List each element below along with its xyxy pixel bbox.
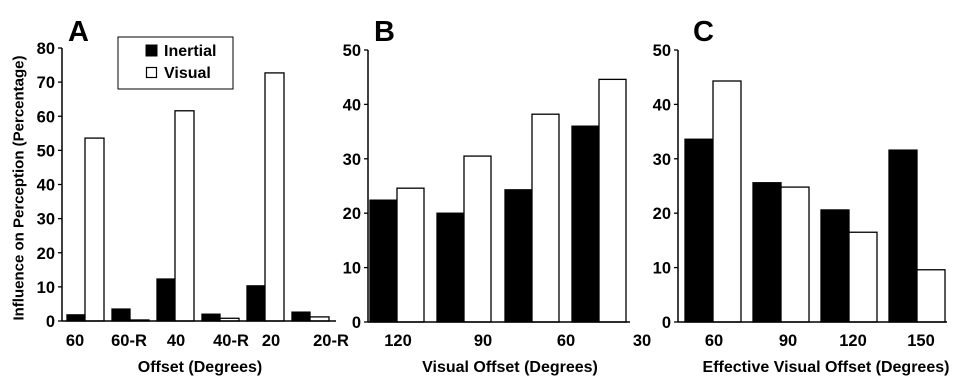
x-tick-label: 150	[907, 332, 935, 350]
x-tick-label: 30	[633, 332, 651, 350]
panel-c: 0 10 20 30 40 50 60 90 120 150 C Effective Visual…	[653, 16, 950, 376]
panel-letter: B	[374, 16, 395, 48]
y-tick-label: 30	[343, 151, 361, 169]
bars	[66, 72, 330, 322]
bar-inertial-120	[369, 199, 398, 323]
bar-visual-60	[531, 113, 560, 323]
bar-inertial-60	[684, 138, 714, 323]
bar-inertial-20	[246, 285, 266, 322]
y-tick-label: 30	[653, 151, 671, 169]
bar-visual-60	[84, 137, 105, 322]
y-tick-label: 0	[46, 313, 55, 331]
y-tick-label: 80	[37, 40, 55, 58]
plot-area: 0 10 20 30 40 50 120 90 60 30	[343, 42, 652, 350]
y-axis-title: Influence on Perception (Percentage)	[11, 55, 28, 320]
y-tick-label: 10	[653, 260, 671, 278]
legend: Inertial Visual	[117, 36, 234, 90]
x-tick-label: 90	[779, 332, 797, 350]
legend-swatch-inertial	[145, 44, 158, 57]
bar-inertial-60	[66, 314, 86, 322]
bar-inertial-40	[156, 278, 176, 322]
legend-label-visual: Visual	[164, 65, 211, 82]
panel-letter: A	[68, 16, 89, 48]
x-tick-label: 60-R	[111, 332, 147, 350]
plot-area: 0 10 20 30 40 50 60 70 80 60 60-R 40 40-R 20 20-R	[37, 40, 349, 350]
x-tick-label: 60	[705, 332, 723, 350]
bar-inertial-40-r	[201, 313, 221, 322]
y-tick-label: 20	[653, 205, 671, 223]
x-tick-label: 40	[167, 332, 185, 350]
bar-visual-90	[780, 186, 810, 323]
x-tick-label: 60	[557, 332, 575, 350]
axes: 0 10 20 30 40 50 120 90 60 30	[343, 42, 652, 350]
bar-visual-150	[916, 269, 946, 323]
y-tick-label: 20	[37, 245, 55, 263]
x-tick-label: 20	[262, 332, 280, 350]
bar-inertial-90	[436, 212, 465, 323]
x-tick-label: 120	[839, 332, 867, 350]
bar-visual-120	[396, 187, 425, 323]
bar-visual-20	[264, 72, 285, 322]
bar-inertial-60-r	[111, 308, 131, 322]
x-tick-label: 20-R	[313, 332, 349, 350]
bar-inertial-30	[571, 125, 600, 323]
y-tick-label: 0	[352, 314, 361, 332]
bar-inertial-90	[752, 182, 782, 323]
y-tick-label: 60	[37, 108, 55, 126]
y-tick-label: 50	[653, 42, 671, 60]
bar-inertial-20-r	[291, 311, 311, 322]
y-tick-label: 0	[662, 314, 671, 332]
panel-letter: C	[693, 16, 714, 48]
y-tick-label: 10	[343, 260, 361, 278]
y-tick-label: 30	[37, 211, 55, 229]
axes: 0 10 20 30 40 50 60 90 120 150	[653, 42, 947, 350]
x-axis-title: Offset (Degrees)	[138, 359, 262, 376]
bars	[684, 80, 946, 323]
x-tick-label: 40-R	[213, 332, 249, 350]
panel-a: 0 10 20 30 40 50 60 70 80 60 60-R 40 40-R 20 20-R A In…	[11, 16, 349, 376]
bar-visual-120	[848, 231, 878, 323]
axes: 0 10 20 30 40 50 60 70 80 60 60-R 40 40-R 20 20-R	[37, 40, 349, 350]
y-tick-label: 40	[343, 96, 361, 114]
panel-b: 0 10 20 30 40 50 120 90 60 30 B Visual Offset (De…	[343, 16, 652, 376]
y-tick-label: 50	[37, 142, 55, 160]
x-tick-label: 60	[66, 332, 84, 350]
bar-inertial-120	[820, 209, 850, 323]
x-axis-title: Effective Visual Offset (Degrees)	[703, 359, 950, 376]
y-tick-label: 50	[343, 42, 361, 60]
bar-visual-90	[463, 155, 492, 323]
x-axis-title: Visual Offset (Degrees)	[422, 359, 598, 376]
bar-inertial-60	[504, 189, 533, 323]
legend-box	[117, 36, 234, 90]
y-tick-label: 70	[37, 74, 55, 92]
bar-visual-30	[598, 78, 627, 323]
plot-area: 0 10 20 30 40 50 60 90 120 150	[653, 42, 947, 350]
x-tick-label: 90	[474, 332, 492, 350]
y-tick-label: 10	[37, 279, 55, 297]
y-tick-label: 40	[37, 177, 55, 195]
bar-visual-40	[174, 110, 195, 322]
x-tick-label: 120	[384, 332, 412, 350]
legend-label-inertial: Inertial	[164, 43, 216, 60]
bar-inertial-150	[888, 149, 918, 323]
bar-visual-60	[712, 80, 742, 323]
y-tick-label: 40	[653, 96, 671, 114]
legend-swatch-visual	[145, 66, 158, 79]
y-tick-label: 20	[343, 205, 361, 223]
